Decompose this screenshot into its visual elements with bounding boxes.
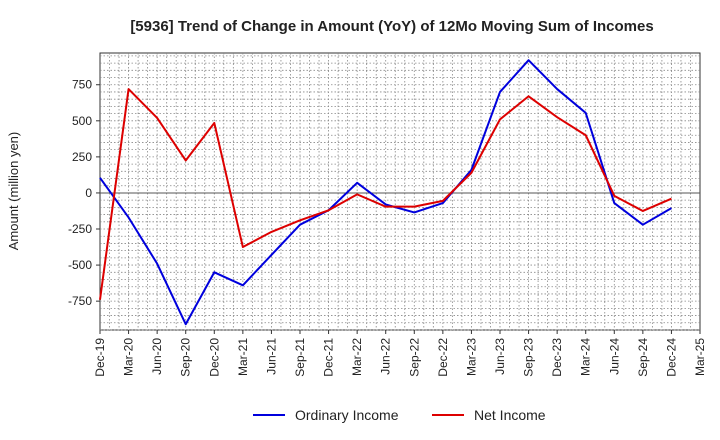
x-tick-label: Mar-22 bbox=[350, 338, 364, 376]
x-tick-label: Sep-22 bbox=[407, 338, 421, 377]
x-tick-label: Mar-24 bbox=[579, 338, 593, 376]
legend: Ordinary Income Net Income bbox=[253, 407, 546, 423]
x-tick-label: Sep-23 bbox=[522, 338, 536, 377]
x-axis-ticks: Dec-19 Mar-20 Jun-20 Sep-20 Dec-20 Mar-21 Jun-… bbox=[93, 330, 707, 377]
x-tick-label: Sep-20 bbox=[179, 338, 193, 377]
plot-area bbox=[99, 52, 701, 331]
y-axis-label: Amount (million yen) bbox=[6, 132, 21, 251]
x-tick-label: Mar-25 bbox=[693, 338, 707, 376]
x-tick-label: Dec-22 bbox=[436, 338, 450, 377]
y-axis-ticks: -750 -500 -250 0 250 500 750 bbox=[68, 78, 100, 308]
x-tick-label: Dec-19 bbox=[93, 338, 107, 377]
x-tick-label: Dec-20 bbox=[207, 338, 221, 377]
x-tick-label: Jun-23 bbox=[493, 338, 507, 375]
plot-background bbox=[99, 52, 701, 331]
y-tick-label: 500 bbox=[72, 114, 92, 128]
x-tick-label: Dec-23 bbox=[550, 338, 564, 377]
x-tick-label: Jun-22 bbox=[379, 338, 393, 375]
x-tick-label: Dec-24 bbox=[664, 338, 678, 377]
series-layer bbox=[99, 59, 672, 326]
chart-title: [5936] Trend of Change in Amount (YoY) o… bbox=[130, 18, 653, 35]
legend-label: Net Income bbox=[474, 407, 546, 423]
x-tick-label: Sep-24 bbox=[636, 338, 650, 377]
x-tick-label: Mar-21 bbox=[236, 338, 250, 376]
grid-lines bbox=[100, 53, 700, 331]
series-line-ordinary-income bbox=[99, 59, 672, 326]
y-tick-label: 250 bbox=[72, 150, 92, 164]
x-tick-label: Jun-24 bbox=[607, 338, 621, 375]
x-tick-label: Sep-21 bbox=[293, 338, 307, 377]
x-tick-label: Mar-23 bbox=[464, 338, 478, 376]
y-tick-label: 0 bbox=[85, 186, 92, 200]
y-tick-label: -750 bbox=[68, 294, 92, 308]
y-tick-label: -500 bbox=[68, 258, 92, 272]
x-tick-label: Jun-20 bbox=[150, 338, 164, 375]
x-tick-label: Mar-20 bbox=[122, 338, 136, 376]
legend-label: Ordinary Income bbox=[295, 407, 399, 423]
y-tick-label: 750 bbox=[72, 78, 92, 92]
series-line-net-income bbox=[99, 88, 672, 300]
y-tick-label: -250 bbox=[68, 222, 92, 236]
x-tick-label: Jun-21 bbox=[264, 338, 278, 375]
x-tick-label: Dec-21 bbox=[322, 338, 336, 377]
